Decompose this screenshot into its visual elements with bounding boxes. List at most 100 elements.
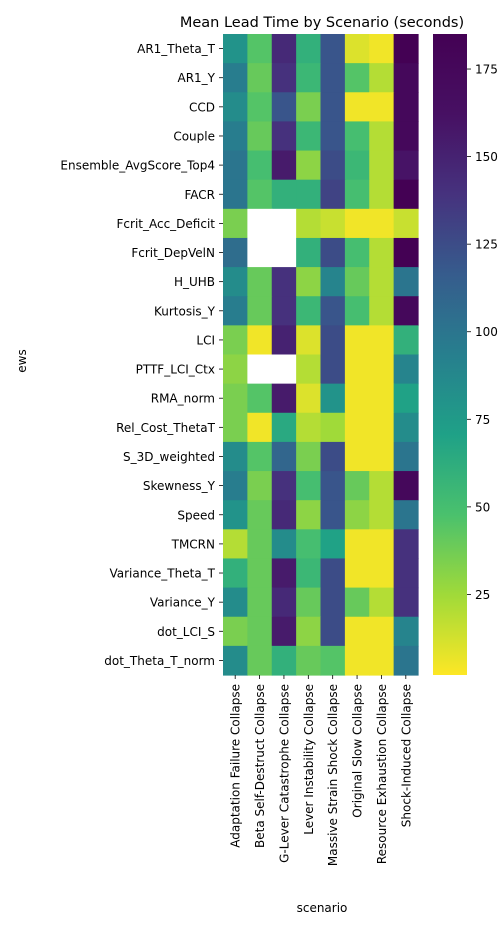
heatmap-cell [393,325,419,356]
heatmap-cell [369,92,395,123]
heatmap-cell [320,34,346,64]
heatmap-cell [344,92,370,123]
heatmap-cell [223,296,248,326]
heatmap-cell [369,471,395,501]
heatmap-cell [247,587,273,618]
heatmap-cell [296,471,322,501]
heatmap-cell [320,150,346,181]
row-label: Couple [173,129,215,143]
heatmap-cell [344,325,370,356]
heatmap-cell [223,34,248,64]
column-label: Massive Strain Shock Collapse [326,684,340,866]
heatmap-cell [247,121,273,152]
heatmap-cell [271,237,297,268]
heatmap-cell [223,441,248,472]
heatmap-cell [344,63,370,93]
heatmap-cell [271,645,297,676]
heatmap-cell [223,150,248,181]
heatmap-cell [296,354,322,385]
heatmap-cell [320,616,346,647]
heatmap-cell [247,471,273,501]
heatmap-cell [296,616,322,647]
heatmap-cell [369,63,395,93]
heatmap-cell [223,63,248,93]
heatmap-cell [393,441,419,472]
heatmap-cell [393,383,419,414]
heatmap-cell [393,645,419,676]
heatmap-cell [393,471,419,501]
heatmap-cell [223,412,248,443]
heatmap-cell [247,441,273,472]
row-label: TMCRN [171,537,215,551]
heatmap-cell [344,150,370,181]
row-label: Rel_Cost_ThetaT [116,421,216,435]
heatmap-cell [320,645,346,676]
heatmap-cell [369,529,395,560]
heatmap-cell [344,500,370,530]
heatmap-cell [223,179,248,210]
heatmap-cell [271,325,297,356]
heatmap-cell [296,441,322,472]
heatmap-cell [320,558,346,589]
heatmap-cell [344,267,370,297]
heatmap-cell [271,616,297,647]
column-label: Beta Self-Destruct Collapse [253,684,267,848]
heatmap-cell [296,500,322,530]
heatmap-cell [393,267,419,297]
row-label: Kurtosis_Y [154,304,216,318]
heatmap-cell [223,208,248,239]
heatmap-cell [393,354,419,385]
heatmap-cell [393,63,419,93]
heatmap-cell [296,34,322,64]
heatmap-cell [320,412,346,443]
row-label: Ensemble_AvgScore_Top4 [60,159,215,173]
heatmap-cell [320,441,346,472]
heatmap-cell [247,558,273,589]
heatmap-cell [271,500,297,530]
heatmap-cell [223,558,248,589]
heatmap-cell [320,383,346,414]
heatmap-cell [247,296,273,326]
heatmap-cell [223,325,248,356]
heatmap-cell [296,587,322,618]
heatmap-cell [393,150,419,181]
row-label: Speed [177,508,215,522]
heatmap-cell [344,412,370,443]
heatmap-cell [344,296,370,326]
row-label: AR1_Theta_T [137,42,216,56]
heatmap-cell [393,616,419,647]
column-label: Shock-Induced Collapse [399,684,413,827]
heatmap-cell [296,92,322,123]
heatmap-cell [271,558,297,589]
heatmap-cell [296,383,322,414]
colorbar-tick-label: 50 [475,500,490,514]
heatmap-cell [247,208,273,239]
colorbar-tick-label: 125 [475,238,498,252]
heatmap-cell [344,34,370,64]
row-label: Skewness_Y [143,479,216,493]
heatmap-cell [320,208,346,239]
heatmap-cell [271,471,297,501]
heatmap-cell [393,529,419,560]
heatmap-cell [344,441,370,472]
heatmap-cell [344,121,370,152]
heatmap-cell [393,121,419,152]
heatmap-cell [393,500,419,530]
heatmap-cell [296,296,322,326]
row-label: LCI [196,333,215,347]
heatmap-cell [247,179,273,210]
colorbar-tick-label: 100 [475,325,498,339]
row-label: Variance_Y [150,596,216,610]
row-label: Variance_Theta_T [109,567,215,581]
x-axis-label: scenario [297,901,348,915]
heatmap-cell [344,558,370,589]
heatmap-cell [320,92,346,123]
heatmap-cell [344,208,370,239]
colorbar-ticks: 25 50 75 100 125 150 175 [467,63,498,602]
heatmap-cell [223,354,248,385]
heatmap-cell [247,412,273,443]
heatmap-cell [393,237,419,268]
heatmap-cell [344,383,370,414]
heatmap-cell [296,412,322,443]
